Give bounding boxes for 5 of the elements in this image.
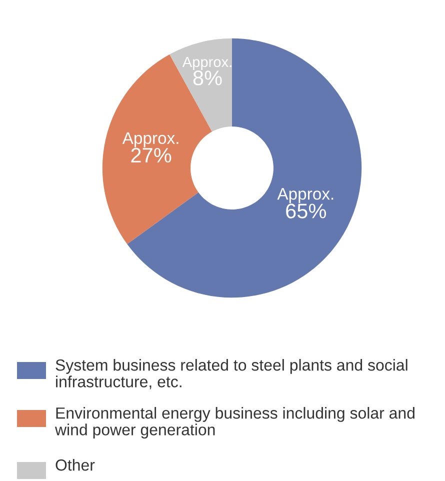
legend-label: System business related to steel plants and social infrastructure, etc. <box>56 359 408 390</box>
data-label: Approx. 65% <box>277 188 334 218</box>
legend-label: Other <box>56 459 95 471</box>
legend-label: Environmental energy business including solar and wind power generation <box>54 407 414 439</box>
data-label: Approx. 27% <box>122 132 178 163</box>
